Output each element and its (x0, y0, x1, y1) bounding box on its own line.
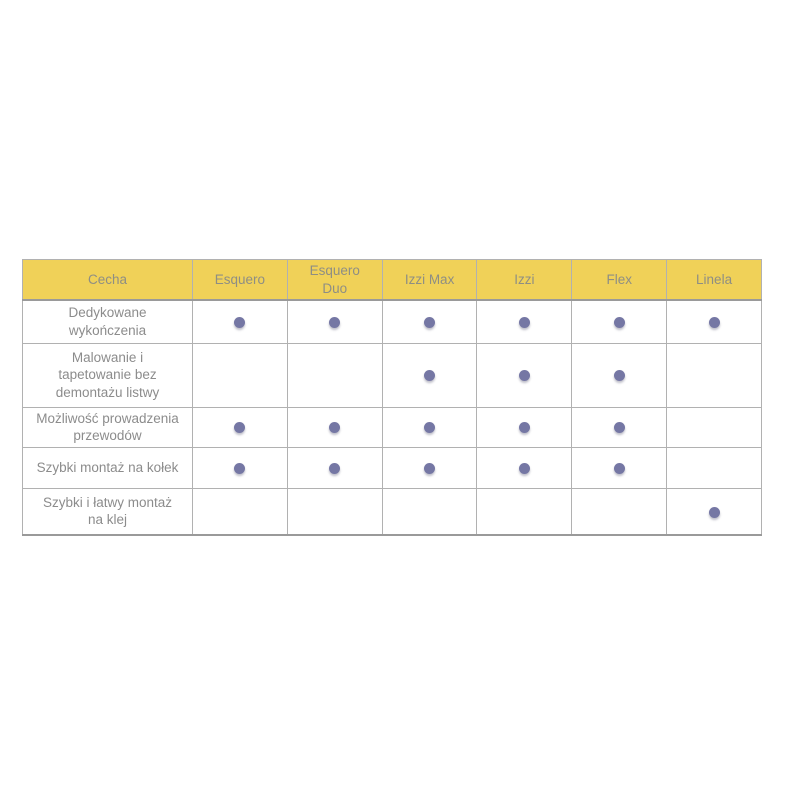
feature-label: Szybki montaż na kołek (22, 446, 193, 489)
feature-dot (613, 370, 625, 382)
feature-dot (613, 317, 625, 328)
feature-cell (666, 446, 762, 489)
feature-dot (424, 317, 436, 328)
table-row: Dedykowane wykończenia (22, 299, 762, 344)
table-row: Możliwość prowadzenia przewodów (22, 406, 762, 448)
table-body: Dedykowane wykończenia Malowanie i tapeto… (22, 299, 762, 536)
product-column-header: Izzi (476, 259, 573, 302)
feature-dot (518, 422, 530, 434)
feature-cell (381, 487, 478, 536)
feature-cell (571, 487, 668, 536)
feature-cell (381, 446, 478, 489)
product-column-header: Linela (666, 259, 762, 302)
feature-dot (424, 462, 436, 474)
feature-cell (381, 299, 478, 344)
feature-cell (666, 299, 762, 344)
feature-dot (329, 462, 341, 474)
table-row: Malowanie i tapetowanie bez demontażu li… (22, 342, 762, 408)
feature-dot (329, 422, 341, 434)
feature-cell (192, 406, 288, 448)
product-column-header: Esquero Duo (286, 259, 383, 302)
comparison-table: Cecha Esquero Esquero Duo Izzi Max Izzi Flex L… (22, 259, 762, 537)
feature-cell (192, 487, 288, 536)
feature-cell (476, 406, 573, 448)
feature-cell (286, 299, 383, 344)
feature-dot (613, 422, 625, 434)
feature-cell (476, 299, 573, 344)
feature-cell (381, 342, 478, 408)
feature-cell (286, 446, 383, 489)
table-row: Szybki montaż na kołek (22, 446, 762, 489)
feature-cell (476, 487, 573, 536)
feature-cell (666, 342, 762, 408)
feature-dot (518, 370, 530, 382)
feature-cell (192, 299, 288, 344)
feature-dot (518, 317, 530, 328)
feature-label: Szybki i łatwy montaż na klej (22, 487, 193, 536)
feature-dot (708, 506, 720, 518)
product-column-header: Esquero (192, 259, 288, 302)
feature-cell (192, 342, 288, 408)
feature-column-header: Cecha (22, 259, 193, 302)
feature-cell (571, 406, 668, 448)
product-column-header: Izzi Max (381, 259, 478, 302)
feature-cell (476, 446, 573, 489)
feature-dot (708, 317, 720, 328)
feature-dot (234, 422, 246, 434)
feature-cell (571, 342, 668, 408)
feature-cell (286, 342, 383, 408)
header-row: Cecha Esquero Esquero Duo Izzi Max Izzi Flex L… (22, 259, 762, 302)
feature-cell (476, 342, 573, 408)
feature-dot (234, 462, 246, 474)
feature-dot (424, 422, 436, 434)
feature-cell (192, 446, 288, 489)
feature-dot (518, 462, 530, 474)
feature-dot (613, 462, 625, 474)
feature-dot (329, 317, 341, 328)
feature-cell (666, 487, 762, 536)
feature-label: Dedykowane wykończenia (22, 299, 193, 344)
feature-label: Możliwość prowadzenia przewodów (22, 406, 193, 448)
feature-cell (571, 299, 668, 344)
feature-cell (571, 446, 668, 489)
feature-dot (424, 370, 436, 382)
table-row: Szybki i łatwy montaż na klej (22, 487, 762, 536)
feature-cell (666, 406, 762, 448)
product-column-header: Flex (571, 259, 668, 302)
feature-label: Malowanie i tapetowanie bez demontażu li… (22, 342, 193, 408)
feature-dot (234, 317, 246, 328)
feature-cell (286, 487, 383, 536)
feature-cell (381, 406, 478, 448)
feature-cell (286, 406, 383, 448)
